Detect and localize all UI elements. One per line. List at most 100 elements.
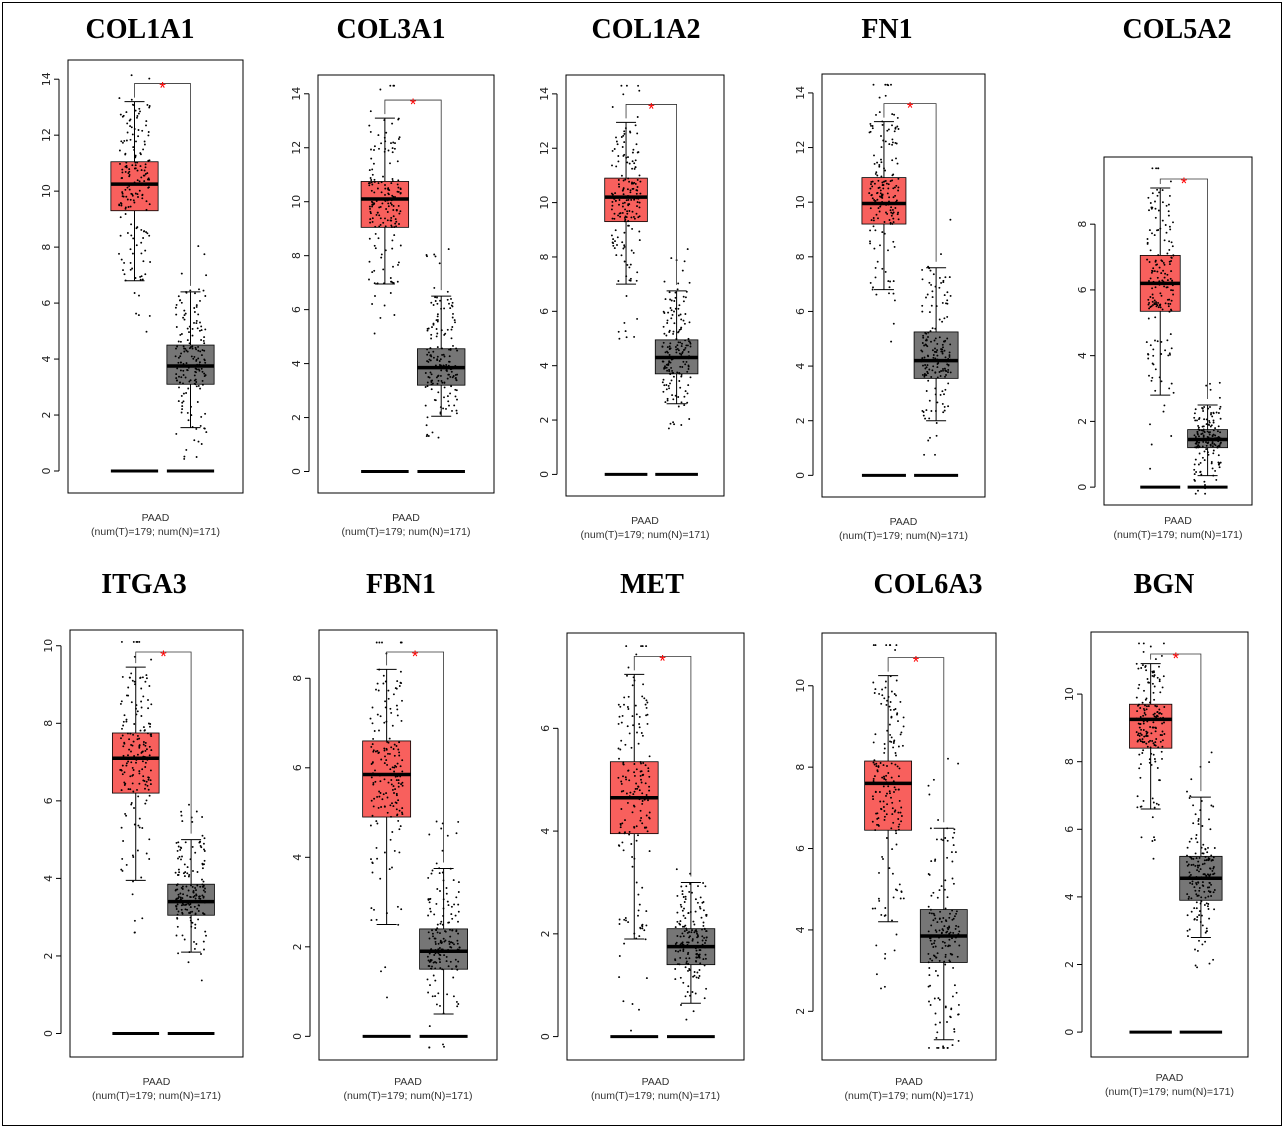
data-point <box>922 411 925 413</box>
data-point <box>1140 836 1143 839</box>
data-point <box>944 276 947 279</box>
data-point <box>368 205 371 208</box>
data-point <box>884 179 887 182</box>
data-point <box>1199 461 1202 464</box>
data-point <box>870 183 872 186</box>
data-point <box>624 330 627 333</box>
data-point <box>1219 405 1222 408</box>
data-point <box>186 872 189 875</box>
data-point <box>881 855 884 858</box>
data-point <box>180 394 183 397</box>
data-point <box>902 897 905 900</box>
data-point <box>942 279 945 282</box>
data-point <box>448 360 450 363</box>
data-point <box>144 680 147 683</box>
data-point <box>1167 305 1170 308</box>
data-point <box>191 347 194 350</box>
data-point <box>143 729 146 732</box>
data-point <box>1151 682 1154 685</box>
data-point <box>641 923 644 926</box>
data-point <box>671 394 674 397</box>
data-point <box>1139 776 1142 779</box>
data-point <box>930 894 933 897</box>
data-point <box>203 850 206 852</box>
data-point <box>874 790 877 793</box>
data-point <box>1209 891 1212 894</box>
data-point <box>1201 881 1204 884</box>
data-point <box>880 135 882 137</box>
data-point <box>933 997 936 1000</box>
data-point <box>392 748 395 750</box>
data-point <box>1148 307 1151 310</box>
data-point <box>145 200 148 203</box>
data-point <box>132 199 135 202</box>
data-point <box>380 253 383 256</box>
data-point <box>430 337 433 340</box>
data-point <box>376 211 379 214</box>
data-point <box>1142 749 1145 752</box>
data-point <box>389 202 392 205</box>
data-point <box>948 925 951 928</box>
data-point <box>927 952 930 955</box>
data-point <box>1140 733 1143 736</box>
data-point <box>927 873 930 875</box>
data-point <box>445 955 448 958</box>
data-point <box>635 279 638 282</box>
data-point <box>1139 740 1142 743</box>
data-point <box>894 763 897 766</box>
data-point <box>120 258 123 261</box>
data-point <box>1203 904 1206 906</box>
data-point <box>923 374 926 377</box>
data-point <box>930 912 933 915</box>
data-point <box>432 304 435 306</box>
data-point <box>138 817 141 820</box>
data-point <box>934 1012 937 1015</box>
data-point <box>147 134 150 137</box>
y-tick-label: 12 <box>538 141 551 155</box>
data-point <box>924 367 927 370</box>
data-point <box>395 779 398 782</box>
data-point <box>128 188 131 191</box>
data-point <box>896 125 899 128</box>
data-point <box>127 754 129 757</box>
data-point <box>667 311 670 314</box>
data-point <box>127 760 130 763</box>
data-point <box>205 431 208 434</box>
data-point <box>1166 279 1169 282</box>
data-point <box>176 917 179 920</box>
data-point <box>1151 232 1153 235</box>
data-point <box>1139 723 1142 725</box>
data-point <box>634 787 637 790</box>
data-point <box>391 178 394 180</box>
data-point <box>1143 689 1145 692</box>
data-point <box>1198 864 1201 867</box>
data-point <box>194 383 197 386</box>
data-point <box>1213 872 1216 875</box>
data-point <box>374 780 377 783</box>
data-point <box>670 257 673 260</box>
data-point <box>191 345 194 348</box>
data-point <box>194 897 197 900</box>
data-point <box>944 837 947 839</box>
gene-title: BGN <box>1134 569 1195 600</box>
data-point <box>927 784 930 787</box>
data-point <box>702 958 705 961</box>
data-point <box>1152 713 1155 716</box>
data-point <box>185 362 188 365</box>
data-point <box>448 373 450 376</box>
data-point <box>387 149 390 152</box>
data-point <box>676 911 679 914</box>
data-point <box>613 217 616 220</box>
data-point <box>1210 412 1213 414</box>
data-point <box>1170 270 1173 273</box>
data-point <box>929 1004 932 1006</box>
data-point <box>1200 473 1203 476</box>
data-point <box>683 395 686 398</box>
data-point <box>951 836 954 839</box>
data-point <box>380 142 383 145</box>
data-point <box>617 722 620 725</box>
data-point <box>182 345 185 348</box>
data-point <box>893 186 896 189</box>
data-point <box>636 116 639 118</box>
data-point <box>1136 710 1139 713</box>
